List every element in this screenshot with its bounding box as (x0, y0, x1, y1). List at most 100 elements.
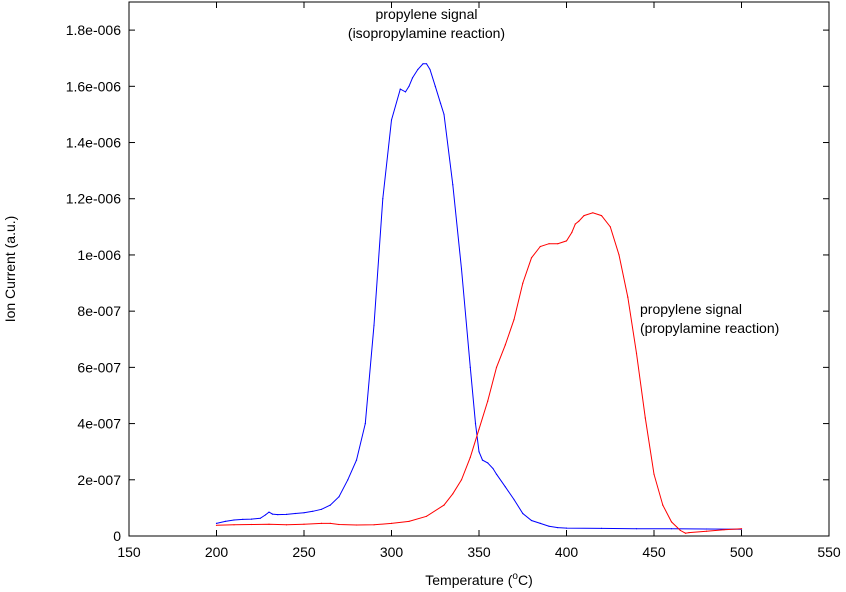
y-tick-label: 1.2e-006 (66, 191, 121, 207)
series-2-point (618, 254, 620, 256)
series-2-point (504, 344, 506, 346)
series-2-point (469, 456, 471, 458)
y-tick-label: 8e-007 (77, 303, 121, 319)
series-2-point (609, 226, 611, 228)
series-1-point (565, 527, 568, 529)
y-axis-label: Ion Current (a.u.) (2, 216, 18, 323)
series-1-point (277, 514, 279, 516)
series-2-point (592, 212, 594, 214)
series-1-point (452, 184, 454, 186)
axis-tick-labels: 150 200 250 300 350 400 450 500 550 0 2e-007 4e-007… (66, 22, 841, 560)
series-2-point (513, 319, 515, 321)
series-1-point (670, 528, 673, 530)
x-axis-label: Temperature (oC) (425, 571, 533, 588)
series-1-point (364, 423, 366, 425)
x-tick-label: 150 (117, 544, 141, 560)
series-1-point (530, 519, 533, 522)
series-1-point (271, 513, 274, 515)
x-tick-label: 500 (730, 544, 754, 560)
x-tick-label: 250 (292, 544, 316, 560)
series-1-point (259, 517, 261, 519)
series-1-point (492, 467, 494, 470)
x-tick-label: 300 (380, 544, 404, 560)
series-1-point (404, 91, 407, 93)
series-1-point (434, 85, 436, 87)
series-1-point (481, 459, 484, 461)
series-2-point (644, 417, 646, 419)
series-1-point (635, 528, 638, 530)
series-1-point (557, 527, 559, 529)
series-2-point (268, 523, 270, 525)
series-2-point (684, 532, 687, 534)
annotation-2-line-2: (propylamine reaction) (640, 320, 779, 336)
series-2-point (478, 428, 480, 430)
series-1-point (548, 525, 550, 527)
series-2-point (530, 257, 533, 259)
series-2-point (571, 231, 573, 234)
series-1-point (487, 462, 489, 464)
annotation-1-line-2: (isopropylamine reaction) (348, 25, 505, 41)
y-tick-label: 0 (113, 528, 121, 544)
series-2-point (452, 493, 454, 495)
annotation-2-line-1: propylene signal (640, 301, 742, 317)
series-2-point (522, 282, 524, 284)
series-1-point (303, 512, 305, 514)
series-1-point (425, 63, 428, 65)
annotation-1-line-1: propylene signal (376, 6, 478, 22)
series-1-point (705, 528, 708, 530)
series-2-point (723, 529, 725, 531)
annotations: propylene signal (isopropylamine reaction… (348, 6, 779, 336)
series-1-point (382, 198, 384, 200)
series-1-point (312, 510, 314, 512)
y-tick-label: 1.8e-006 (66, 22, 121, 38)
y-tick-label: 1.4e-006 (66, 135, 121, 151)
y-tick-label: 6e-007 (77, 359, 121, 375)
series-1-point (347, 479, 349, 481)
series-1-point (285, 513, 288, 516)
series-1-point (504, 486, 506, 488)
series-2-point (408, 520, 410, 523)
series-1-point (408, 85, 410, 87)
series-1-point (469, 366, 471, 368)
series-1-point (439, 102, 442, 104)
y-tick-label: 1e-006 (77, 247, 121, 263)
series-line-2 (216, 212, 742, 534)
series-2-point (303, 523, 305, 525)
series-1-point (422, 63, 424, 65)
series-2-point (578, 220, 580, 222)
series-1-point (417, 68, 419, 71)
series-2-point (355, 524, 358, 526)
series-1-point (522, 512, 524, 515)
series-2-point (250, 523, 253, 526)
series-2-point (740, 528, 743, 530)
series-1-point (250, 518, 253, 520)
series-1-point (338, 496, 340, 498)
series-2-point (574, 223, 576, 225)
series-1-point (390, 119, 393, 121)
series-2-point (329, 522, 331, 525)
series-2-point (390, 522, 393, 525)
series-1-point (474, 423, 477, 425)
series-1-point (600, 527, 603, 530)
plot-frame (128, 1, 830, 537)
series-2-point (487, 400, 489, 402)
series-2-point (443, 504, 445, 506)
series-2-point (233, 524, 235, 526)
x-tick-label: 350 (467, 544, 491, 560)
x-tick-label: 550 (817, 544, 841, 560)
series-1-point (443, 113, 445, 115)
series-1-point (294, 512, 296, 515)
series-1-point (264, 514, 267, 516)
series-2-point (635, 352, 638, 354)
series-2-point (539, 245, 541, 248)
series-1-point (429, 68, 431, 71)
axis-ticks (128, 2, 830, 537)
series-2-point (285, 524, 288, 526)
series-line-1 (216, 63, 742, 530)
series-2-point (215, 524, 218, 526)
series-2-point (338, 523, 340, 526)
series-1-point (411, 77, 414, 79)
series-2-point (688, 532, 690, 534)
series-1-point (215, 522, 218, 525)
